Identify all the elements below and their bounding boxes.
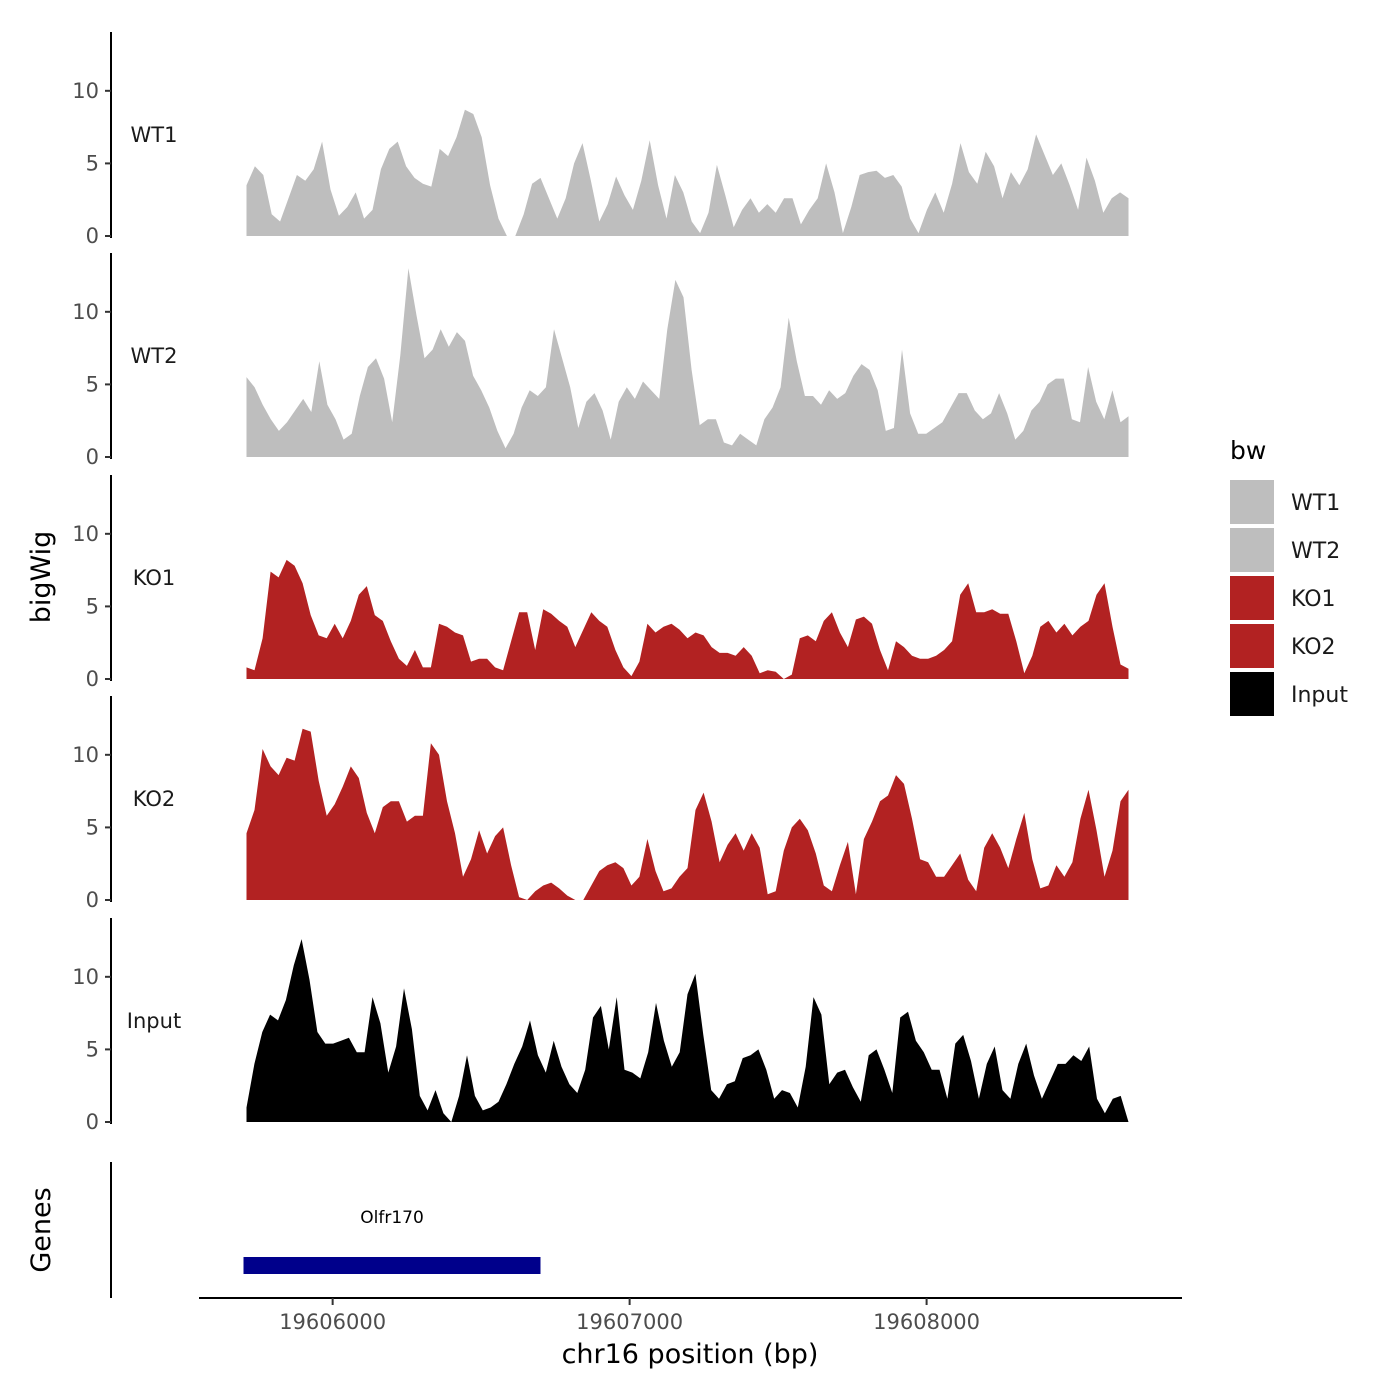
y-tick-label: 0 — [86, 445, 99, 469]
y-tick-label: 10 — [72, 965, 99, 989]
legend-label-input: Input — [1291, 683, 1348, 708]
y-tick-label: 10 — [72, 79, 99, 103]
y-axis-title: bigWig — [26, 531, 57, 624]
y-tick-label: 5 — [86, 151, 99, 175]
track-wt1: 0 5 10 WT1 — [72, 32, 1129, 248]
gene-panel: Olfr170 — [110, 1162, 541, 1298]
y-tick-label: 5 — [86, 815, 99, 839]
y-tick-label: 0 — [86, 888, 99, 912]
coverage-area-ko1 — [246, 559, 1129, 679]
coverage-area-ko2 — [246, 728, 1129, 900]
y-tick-label: 5 — [86, 372, 99, 396]
coverage-tracks: 0 5 10 WT1 0 5 10 WT2 0 5 10 KO1 0 5 10 KO2 0 5 10 Input — [72, 32, 1129, 1134]
coverage-area-wt1 — [246, 109, 1129, 236]
legend-label-wt2: WT2 — [1291, 539, 1340, 564]
legend-title: bw — [1230, 436, 1266, 465]
track-label: WT2 — [131, 344, 178, 368]
track-wt2: 0 5 10 WT2 — [72, 253, 1129, 469]
x-tick-label: 19606000 — [279, 1310, 386, 1334]
track-ko2: 0 5 10 KO2 — [72, 696, 1129, 912]
track-label: WT1 — [131, 123, 178, 147]
x-axis-title: chr16 position (bp) — [562, 1339, 819, 1370]
legend-label-ko2: KO2 — [1291, 635, 1336, 660]
legend-swatch-input — [1230, 672, 1274, 716]
track-input: 0 5 10 Input — [72, 918, 1129, 1134]
x-axis: 19606000 19607000 19608000 — [199, 1297, 1182, 1334]
legend: bw WT1 WT2 KO1 KO2 Input — [1230, 436, 1348, 716]
y-tick-label: 0 — [86, 224, 99, 248]
legend-swatch-wt1 — [1230, 480, 1274, 524]
genes-panel-title: Genes — [26, 1187, 57, 1272]
y-tick-label: 10 — [72, 743, 99, 767]
coverage-area-wt2 — [246, 268, 1129, 457]
y-tick-label: 0 — [86, 1110, 99, 1134]
legend-label-wt1: WT1 — [1291, 491, 1340, 516]
y-tick-label: 0 — [86, 667, 99, 691]
gene-bar[interactable] — [243, 1257, 541, 1274]
y-tick-label: 5 — [86, 1037, 99, 1061]
x-tick-label: 19608000 — [873, 1310, 980, 1334]
coverage-area-input — [246, 939, 1129, 1122]
legend-swatch-ko1 — [1230, 576, 1274, 620]
legend-swatch-ko2 — [1230, 624, 1274, 668]
legend-swatch-wt2 — [1230, 528, 1274, 572]
track-label: KO2 — [133, 787, 176, 811]
gene-label: Olfr170 — [360, 1208, 424, 1228]
y-tick-label: 10 — [72, 300, 99, 324]
y-tick-label: 5 — [86, 594, 99, 618]
track-label: Input — [127, 1009, 181, 1033]
track-ko1: 0 5 10 KO1 — [72, 475, 1129, 691]
x-tick-label: 19607000 — [576, 1310, 683, 1334]
y-tick-label: 10 — [72, 522, 99, 546]
track-label: KO1 — [133, 566, 176, 590]
legend-label-ko1: KO1 — [1291, 587, 1336, 612]
